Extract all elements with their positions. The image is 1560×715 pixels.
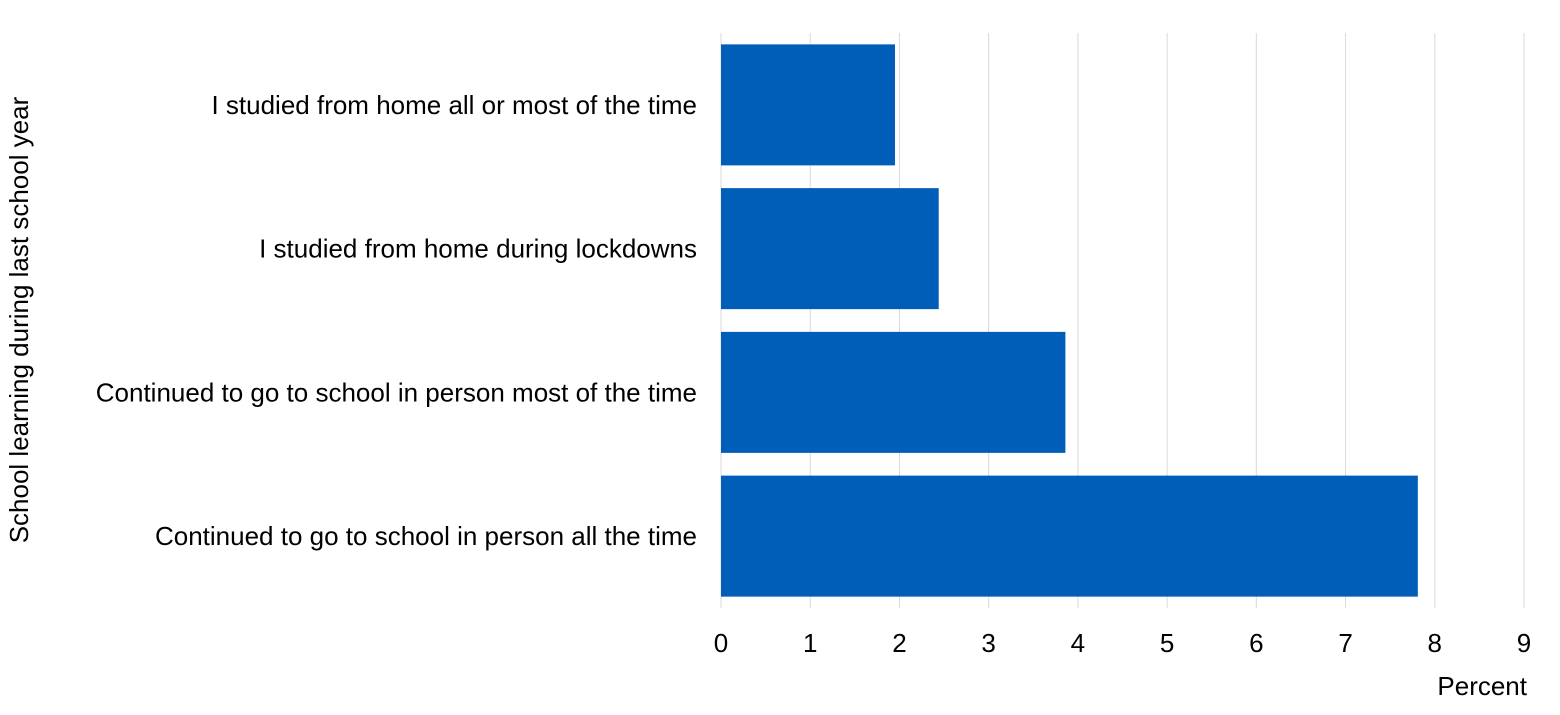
x-tick-label-5: 5 [1160, 628, 1174, 658]
bar-1 [721, 188, 939, 310]
bar-2 [721, 331, 1066, 453]
x-tick-label-9: 9 [1517, 628, 1531, 658]
x-tick-labels: 0 1 2 3 4 5 6 7 8 9 [714, 628, 1531, 658]
x-tick-label-4: 4 [1071, 628, 1085, 658]
x-tick-label-2: 2 [892, 628, 906, 658]
category-label-1: I studied from home during lockdowns [259, 234, 697, 264]
category-label-3: Continued to go to school in person all … [155, 521, 697, 551]
x-tick-label-1: 1 [803, 628, 817, 658]
category-label-0: I studied from home all or most of the t… [211, 90, 697, 120]
bars [721, 44, 1418, 597]
x-tick-label-8: 8 [1428, 628, 1442, 658]
x-axis-title: Percent [1437, 671, 1527, 701]
bar-0 [721, 44, 895, 166]
bar-3 [721, 475, 1418, 597]
category-labels: I studied from home all or most of the t… [96, 90, 697, 551]
y-axis-title: School learning during last school year [4, 96, 34, 543]
category-label-2: Continued to go to school in person most… [96, 377, 697, 407]
x-tick-label-7: 7 [1338, 628, 1352, 658]
x-tick-label-6: 6 [1249, 628, 1263, 658]
x-tick-label-0: 0 [714, 628, 728, 658]
x-tick-label-3: 3 [981, 628, 995, 658]
